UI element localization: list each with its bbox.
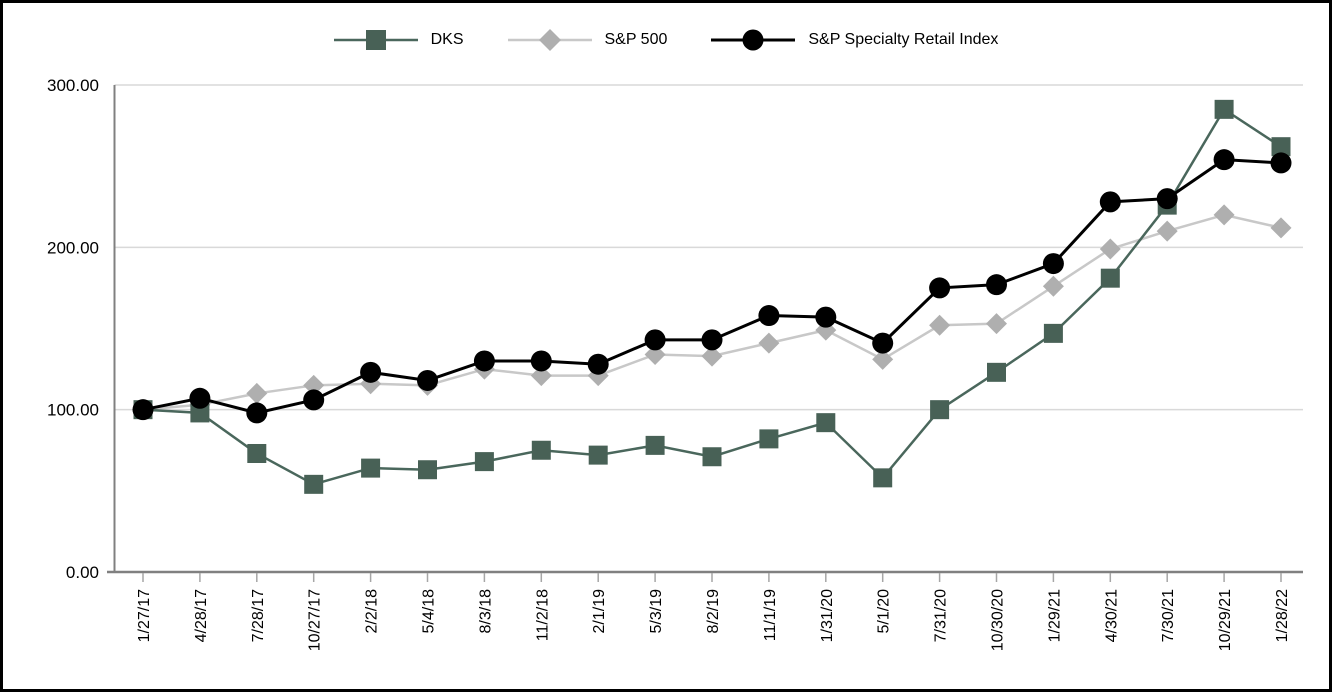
dks-data-point [418, 460, 437, 480]
s-p-specialty-retail-index-data-point [815, 306, 837, 328]
x-tick-label: 8/2/19 [705, 589, 722, 634]
s-p-specialty-retail-index-data-point [1156, 188, 1178, 210]
s-p-specialty-retail-index-data-point [986, 274, 1007, 296]
s-p-500-data-point [644, 343, 666, 365]
s-p-specialty-retail-index-data-point [132, 399, 154, 421]
s-p-500-data-point [530, 365, 552, 387]
dks-data-point [1214, 99, 1234, 119]
x-tick-label: 2/2/18 [364, 589, 381, 634]
y-tick-label: 200.00 [47, 238, 99, 257]
dks-data-point [1043, 323, 1063, 343]
legend-item-dks: DKS [333, 29, 464, 51]
s-p-specialty-retail-index-data-point [473, 350, 495, 372]
s-p-500-data-point [701, 345, 723, 367]
dks-data-point [304, 474, 324, 494]
s-p-specialty-retail-index-data-point [1213, 149, 1235, 171]
s-p-specialty-retail-index-data-point [758, 305, 780, 327]
x-tick-label: 2/1/19 [591, 589, 608, 634]
legend-item-sp500: S&P 500 [507, 29, 668, 51]
x-tick-label: 1/31/20 [819, 589, 836, 642]
s-p-specialty-retail-index-data-point [872, 332, 894, 354]
dks-data-point [702, 447, 722, 467]
s-p-specialty-retail-index-data-point [303, 389, 325, 411]
dks-data-point [190, 403, 210, 423]
dks-data-point [474, 452, 494, 472]
x-tick-label: 11/2/18 [534, 589, 551, 641]
legend-item-retail-index: S&P Specialty Retail Index [711, 29, 998, 51]
s-p-500-data-point [1213, 204, 1235, 226]
s-p-specialty-retail-index-data-point [929, 277, 951, 299]
dks-data-point [759, 429, 779, 449]
dks-series-line [142, 107, 1282, 486]
s-p-specialty-retail-index-data-point [417, 369, 438, 391]
s-p-500-data-point [1270, 217, 1292, 239]
x-tick-label: 5/1/20 [876, 589, 893, 634]
dks-data-point [1100, 268, 1120, 288]
s-p-500-data-point [1042, 275, 1064, 297]
dks-data-point [247, 443, 267, 463]
s-p-specialty-retail-index-data-point [360, 361, 382, 383]
s-p-specialty-retail-index-data-point [530, 350, 552, 372]
s-p-specialty-retail-index-data-point [587, 353, 609, 375]
x-tick-label: 10/27/17 [307, 589, 324, 651]
s-p-500-data-point [872, 348, 894, 370]
y-tick-label: 300.00 [47, 76, 99, 95]
chart-legend: DKS S&P 500 S&P Specialty Retail Index [3, 29, 1329, 51]
s-p-500-data-point [1099, 238, 1121, 260]
legend-label-sp500: S&P 500 [604, 31, 668, 48]
s-p-500-data-point [929, 314, 951, 336]
s-p-specialty-retail-index-data-point [189, 387, 211, 409]
dks-data-point [1271, 137, 1291, 157]
dks-data-point [361, 458, 381, 478]
dks-data-point [531, 440, 551, 460]
legend-label-dks: DKS [430, 31, 464, 48]
dks-data-point [816, 413, 836, 433]
s-p-specialty-retail-index-data-point [246, 402, 268, 424]
s-p-500-data-point [986, 313, 1007, 335]
dks-data-point [987, 362, 1006, 382]
legend-label-retail-index: S&P Specialty Retail Index [808, 31, 999, 48]
x-tick-label: 10/29/21 [1217, 589, 1234, 651]
s-p-specialty-retail-index-data-point [1270, 152, 1292, 174]
s-p-specialty-retail-index-data-point [1099, 191, 1121, 213]
x-tick-label: 1/29/21 [1046, 589, 1063, 642]
y-tick-label: 0.00 [66, 563, 99, 582]
x-tick-label: 7/31/20 [933, 589, 950, 642]
x-tick-label: 1/27/17 [136, 589, 153, 642]
dks-data-point [588, 445, 608, 465]
x-tick-label: 4/28/17 [193, 589, 210, 642]
x-tick-label: 7/30/21 [1160, 589, 1177, 642]
x-tick-label: 4/30/21 [1103, 589, 1120, 642]
y-tick-label: 100.00 [47, 401, 99, 420]
x-tick-label: 11/1/19 [762, 589, 779, 641]
s-p-specialty-retail-index-data-point [701, 329, 723, 351]
s-p-specialty-retail-index-data-point [1042, 253, 1064, 275]
dks-line-square-icon [333, 30, 418, 50]
x-tick-label: 1/28/22 [1274, 589, 1291, 642]
sp500-line-diamond-icon [507, 29, 592, 51]
s-p-specialty-retail-index-data-point [644, 329, 666, 351]
s-p-500-data-point [1156, 220, 1178, 242]
x-tick-label: 10/30/20 [990, 589, 1007, 651]
retail-index-line-circle-icon [711, 29, 796, 51]
x-tick-label: 5/3/19 [648, 589, 665, 634]
dks-data-point [645, 435, 665, 455]
dks-data-point [930, 400, 950, 420]
s-p-500-data-point [246, 382, 268, 404]
s-p-500-data-point [758, 332, 780, 354]
s-p-500-data-point [303, 374, 325, 396]
x-tick-label: 5/4/18 [421, 589, 438, 634]
x-tick-label: 7/28/17 [250, 589, 267, 642]
dks-data-point [873, 468, 893, 488]
x-tick-label: 8/3/18 [477, 589, 494, 634]
